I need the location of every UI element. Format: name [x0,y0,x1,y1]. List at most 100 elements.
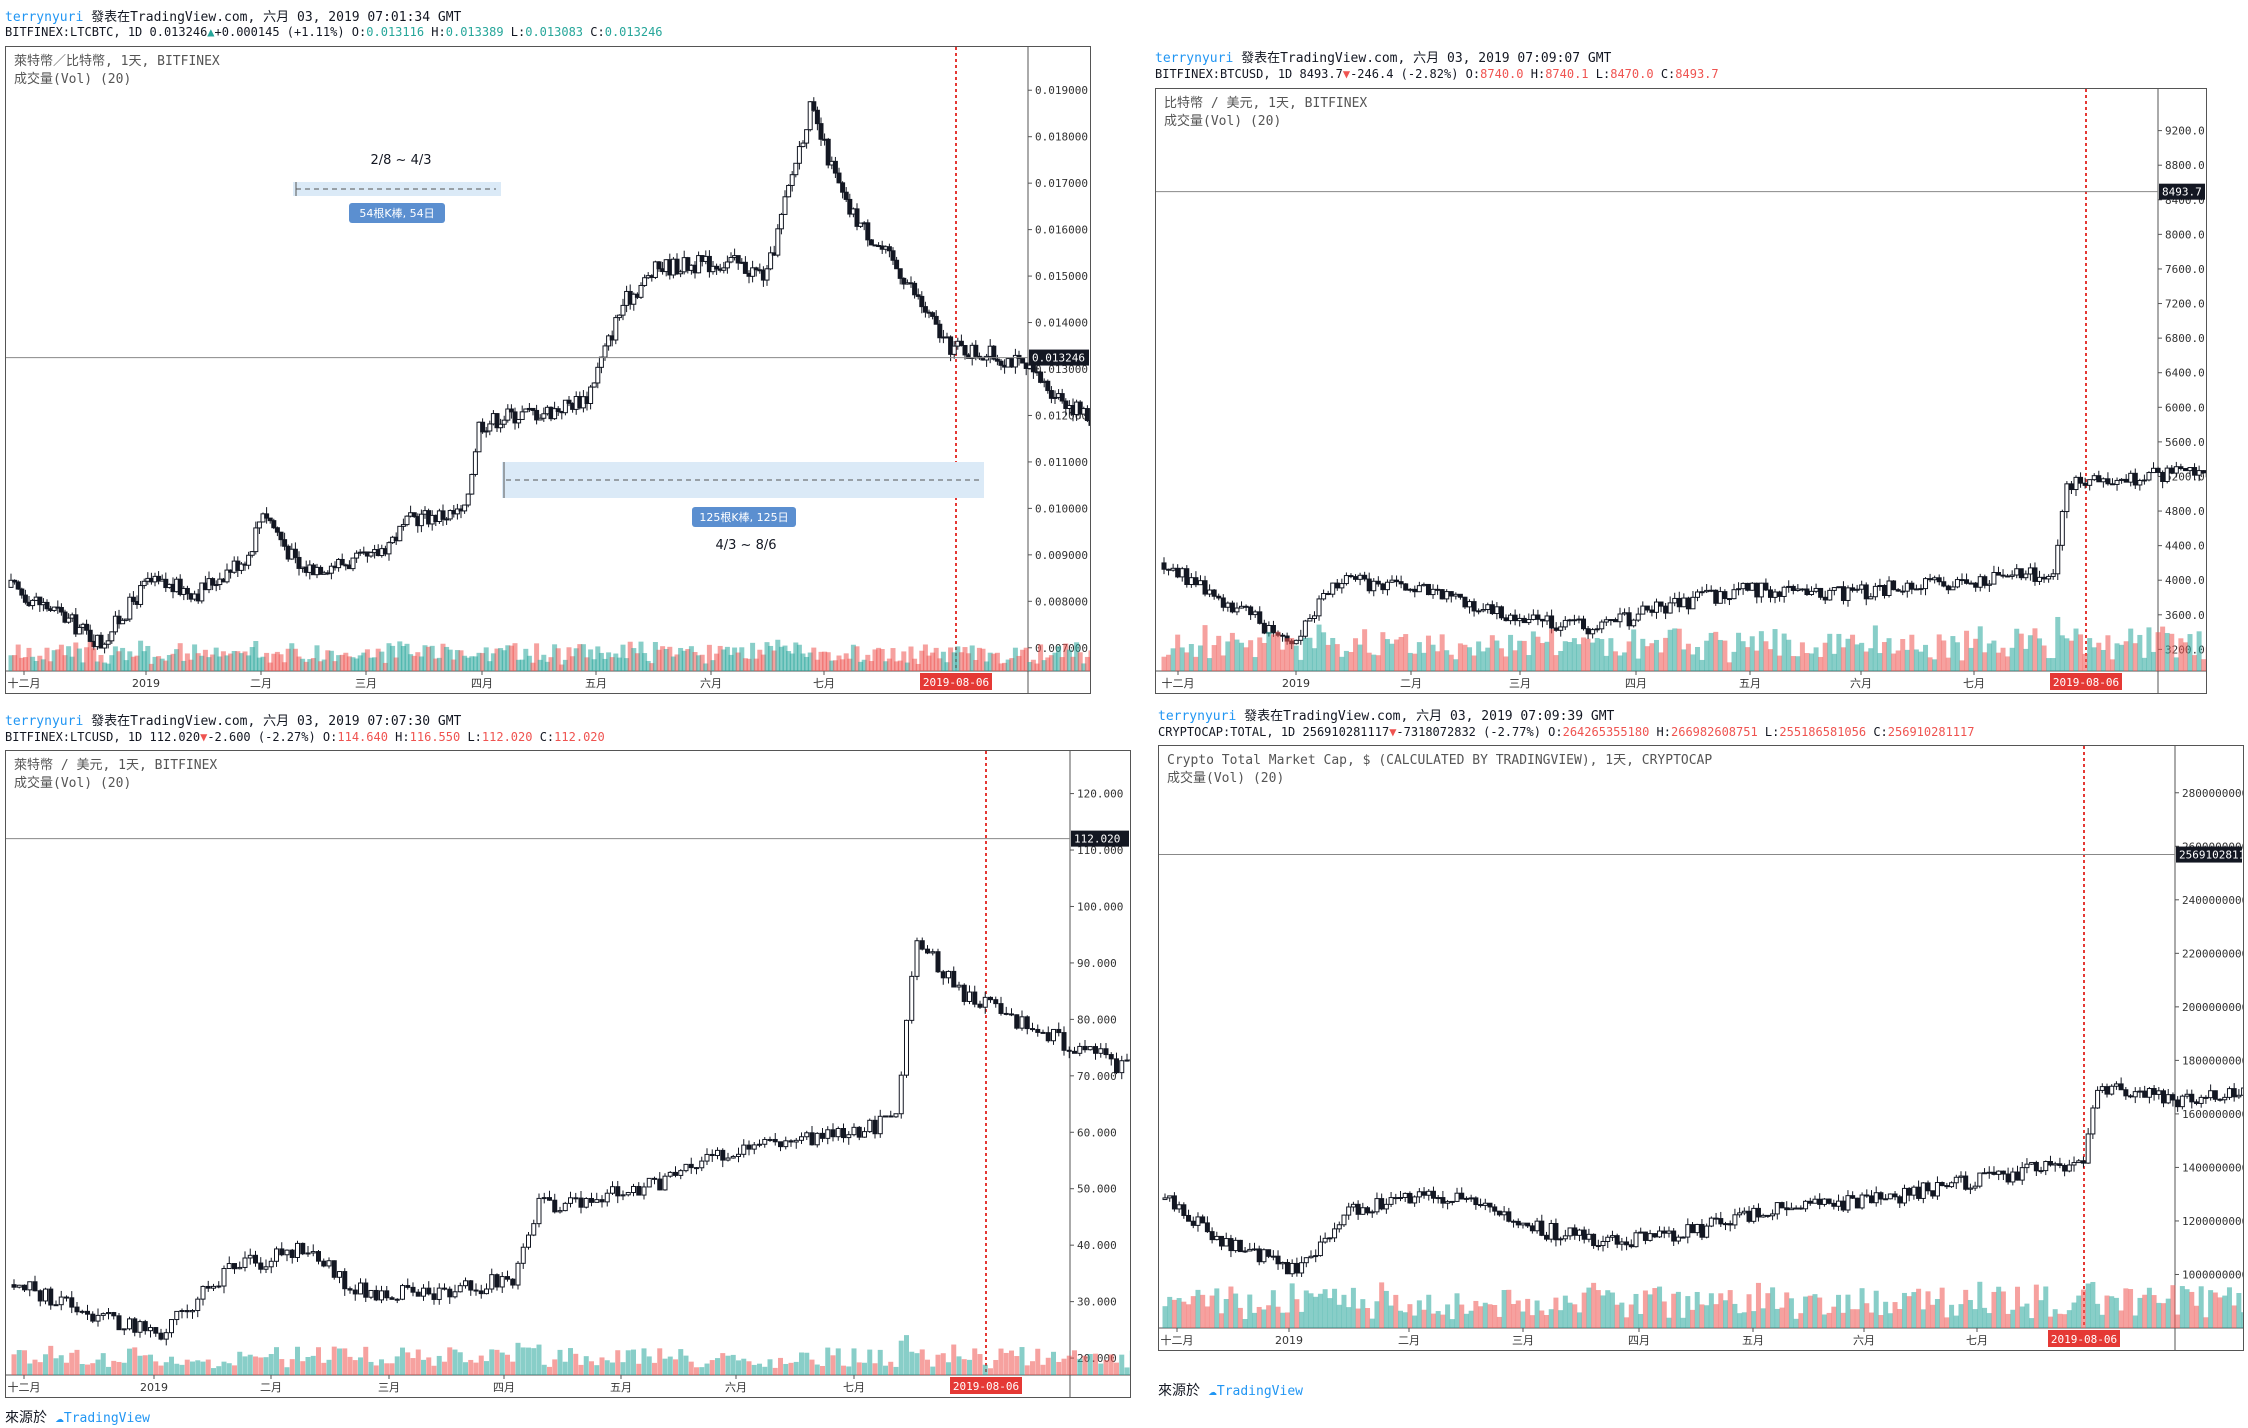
candle [512,407,518,430]
candle [526,1232,531,1250]
volume-bar [530,662,536,671]
volume-bar [1360,1299,1366,1328]
low-value: 8470.0 [1610,67,1654,81]
candle [1864,1189,1870,1198]
last-price-badge [2176,846,2242,863]
chart-svg[interactable]: 2800000000002600000000002400000000002200… [1159,746,2243,1350]
volume-bar [1581,1292,1587,1328]
volume-bar [1859,642,1865,671]
author-name[interactable]: terrynyuri [5,10,84,25]
volume-bar [531,1348,537,1375]
candle [568,1191,573,1208]
candle [2050,569,2056,580]
candle [1881,584,1887,599]
volume-bar [1175,634,1181,671]
candle [724,255,730,274]
chart-frame[interactable]: 2800000000002600000000002400000000002200… [1158,745,2244,1351]
published-info: 發表在TradingView.com, 六月 03, 2019 07:09:39… [1244,709,1615,724]
candle [1973,581,1979,592]
candle [1030,1022,1035,1032]
chart-frame[interactable]: 120.000 110.000 100.000 90.000 80.000 70.000 6… [5,750,1131,1398]
volume-bar [53,1358,59,1375]
volume-bar [2055,616,2061,671]
volume-bar [2009,647,2015,671]
candle [174,1310,180,1326]
candle [1608,619,1614,626]
volume-bar [1040,1364,1046,1375]
volume-bar [1494,640,1500,671]
volume-bar [1786,639,1792,671]
end-date-badge [2048,1330,2120,1347]
candle [1918,584,1924,595]
chart-frame[interactable]: 9200.0 8800.0 8400.0 8000.0 7600.0 7200.0 6800… [1155,88,2207,694]
candle [961,983,967,1006]
volume-bar [793,642,799,671]
volume-bar [2080,1289,2086,1328]
volume-bar [1717,639,1723,671]
volume-bar [2141,657,2147,671]
author-name[interactable]: terrynyuri [5,714,84,729]
volume-bar [205,1359,211,1375]
author-name[interactable]: terrynyuri [1158,709,1237,724]
volume-bar [562,659,568,671]
volume-bar [1353,638,1359,671]
volume-bar [1251,1312,1257,1328]
candle [363,1278,369,1303]
volume-bar [883,661,889,671]
chart-svg[interactable]: 9200.08800.08400.08000.07600.07200.06800… [1156,89,2206,693]
chart-svg[interactable]: 0.0190000.0180000.0170000.0160000.015000… [6,47,1090,693]
volume-bar [501,650,507,671]
candle [32,1275,38,1292]
change-value: -246.4 (-2.82%) [1350,67,1459,81]
volume-bar [342,1348,348,1375]
volume-bar [1887,1313,1893,1328]
candle [1459,1187,1465,1200]
y-tick-label: 7600.0 [2165,263,2205,276]
volume-bar [1308,1293,1314,1328]
volume-bar [1628,1304,1634,1328]
candle [1927,573,1933,583]
volume-bar [1585,638,1591,671]
volume-bar [796,644,802,671]
end-date-label: 2019-08-06 [923,676,989,689]
volume-bar [1622,652,1628,671]
volume-bar [1526,655,1532,671]
y-tick-label: 0.019000 [1035,84,1088,97]
x-tick-label: 十二月 [8,676,41,690]
candle [74,1302,80,1316]
volume-bar [397,641,403,671]
chart-frame[interactable]: 0.019000 0.018000 0.017000 0.016000 0.015000… [5,46,1091,694]
candle [1009,1008,1014,1017]
author-name[interactable]: terrynyuri [1155,51,1234,66]
chart-svg[interactable]: 120.000110.000100.00090.00080.00070.0006… [6,751,1130,1397]
candle [64,1295,69,1302]
volume-bar [2019,1306,2025,1328]
source-brand[interactable]: TradingView [1216,1384,1303,1399]
volume-bar [1599,639,1605,671]
volume-bar [26,647,32,671]
candle [1845,1190,1851,1213]
volume-bar [271,653,277,671]
volume-bar [1605,1290,1611,1328]
volume-bar [1949,1304,1955,1328]
candle [1492,1204,1498,1216]
volume-bar [1840,1312,1846,1328]
candle [397,525,403,542]
volume-bar [584,657,590,671]
volume-bar [1991,640,1997,671]
candle [1439,589,1445,600]
candle [688,1157,694,1174]
y-tick-label: 0.014000 [1035,317,1088,330]
volume-bar [2236,1293,2242,1328]
candle [11,1279,17,1291]
source-brand[interactable]: TradingView [63,1411,150,1426]
candle [394,1298,400,1304]
volume-bar [300,1361,306,1375]
candle [109,631,115,644]
candle [169,1319,174,1338]
candle [958,334,964,347]
candle [1647,1229,1653,1242]
candle [940,969,946,985]
x-tick-label: 二月 [250,677,272,690]
candle [1503,614,1509,622]
